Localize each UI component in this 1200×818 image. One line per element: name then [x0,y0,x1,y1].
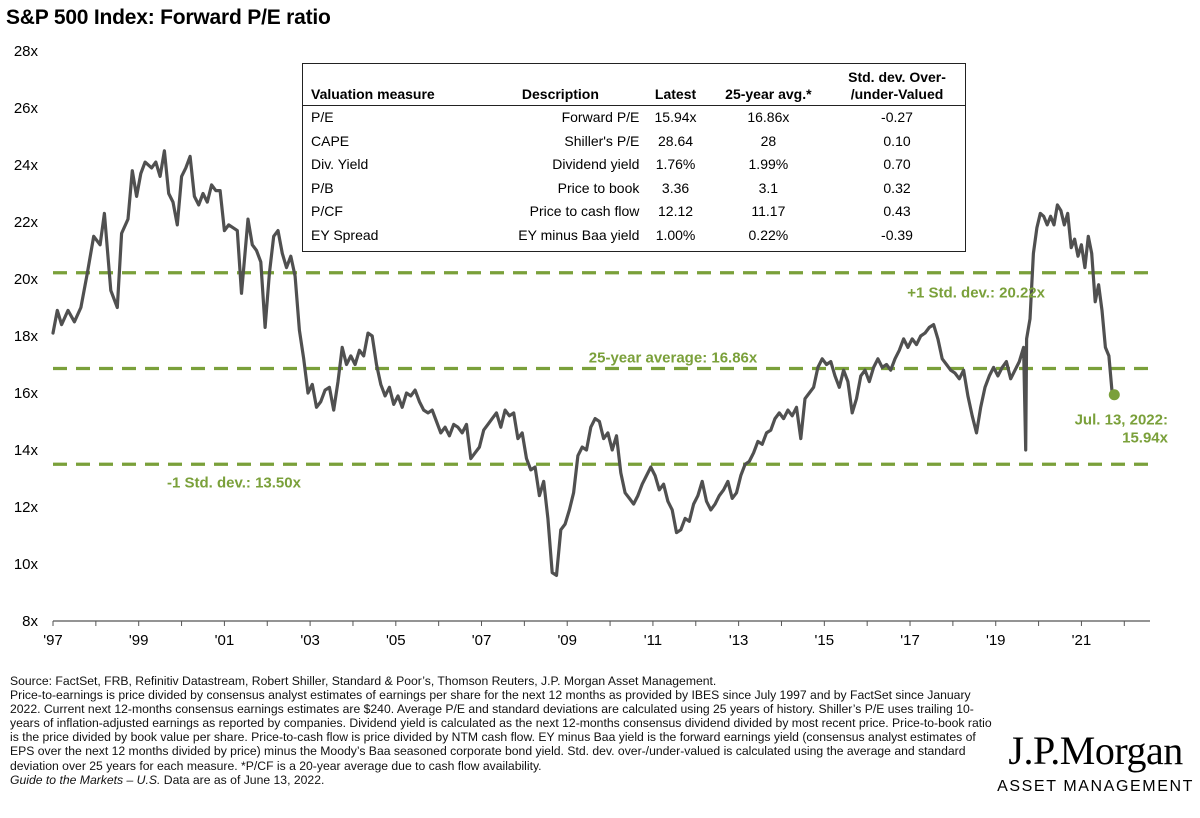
table-row: Div. Yield Dividend yield 1.76% 1.99% 0.… [303,153,965,177]
header-std-dev-line1: Std. dev. Over- [848,69,946,85]
x-tick-label: '07 [472,632,492,649]
table-row: EY Spread EY minus Baa yield 1.00% 0.22%… [303,224,965,248]
table-row: P/CF Price to cash flow 12.12 11.17 0.43 [303,200,965,224]
y-tick-label: 18x [14,328,39,345]
cell-avg: 1.99% [748,156,789,172]
reference-line-label: 25-year average: 16.86x [589,349,758,366]
cell-stddev: -0.39 [881,226,913,243]
chart-title: S&P 500 Index: Forward P/E ratio [6,6,331,29]
header-std-dev: Std. dev. Over- /under-Valued [829,67,965,106]
source-note: Source: FactSet, FRB, Refinitiv Datastre… [10,674,717,688]
series-layer [51,149,1114,577]
x-tick-label: '15 [815,632,835,649]
y-tick-label: 14x [14,442,39,459]
y-tick-label: 26x [14,100,39,117]
x-tick-label: '99 [129,632,149,649]
header-25yr-avg: 25-year avg.* [707,67,830,106]
x-tick-label: '13 [729,632,749,649]
valuation-table: Valuation measure Description Latest 25-… [302,63,966,252]
guide-title: Guide to the Markets – U.S. [10,772,161,787]
cell-stddev: -0.27 [881,109,913,125]
cell-latest: 15.94x [654,109,697,125]
latest-point-label: Jul. 13, 2022: [1075,412,1168,429]
cell-measure: Div. Yield [311,156,369,172]
y-tick-label: 12x [14,499,39,516]
cell-avg: 0.22% [748,226,789,243]
header-std-dev-line2: /under-Valued [850,86,944,102]
y-tick-label: 24x [14,157,39,174]
header-valuation-measure: Valuation measure [303,67,478,106]
table-header-row: Valuation measure Description Latest 25-… [303,67,965,106]
x-tick-label: '11 [644,632,662,649]
cell-avg: 28 [760,132,777,149]
y-axis: 8x 10x 12x 14x 16x 18x 20x 22x 24x 26x 28x [14,43,39,630]
pe-series-line [51,149,1114,577]
table-row: P/E Forward P/E 15.94x 16.86x -0.27 [303,106,965,130]
cell-avg: 3.1 [758,179,779,196]
x-tick-label: '09 [557,632,577,649]
x-tick-label: '97 [43,632,63,649]
x-tick-label: '19 [986,632,1006,649]
annotations: +1 Std. dev.: 20.22x 25-year average: 16.… [167,285,1169,492]
x-tick-label: '03 [300,632,320,649]
cell-latest: 1.00% [655,226,696,243]
header-description: Description [477,67,644,106]
cell-description: EY minus Baa yield [518,226,640,243]
header-latest: Latest [643,67,708,106]
latest-point-marker [1108,389,1120,401]
reference-line-label: -1 Std. dev.: 13.50x [167,474,302,491]
brand-name: J.P.Morgan [1008,728,1183,773]
y-tick-label: 28x [14,43,39,60]
cell-description: Shiller's P/E [564,132,640,149]
latest-point-value: 15.94x [1122,430,1169,447]
x-tick-label: '01 [215,632,235,649]
reference-line-label: +1 Std. dev.: 20.22x [907,285,1045,302]
y-tick-label: 20x [14,271,39,288]
y-tick-label: 10x [14,556,39,573]
cell-description: Price to book [557,179,640,196]
y-tick-label: 8x [22,613,38,630]
y-tick-label: 16x [14,385,39,402]
cell-latest: 12.12 [658,203,694,219]
jpmorgan-logo: J.P.Morgan ASSET MANAGEMENT [997,730,1194,796]
cell-measure: P/E [311,109,334,125]
cell-description: Dividend yield [552,156,640,172]
table-row: CAPE Shiller's P/E 28.64 28 0.10 [303,130,965,154]
methodology-note: Price-to-earnings is price divided by co… [10,688,992,773]
cell-latest: 28.64 [658,132,694,149]
cell-measure: EY Spread [311,226,379,243]
data-as-of: Data are as of June 13, 2022. [160,772,325,787]
brand-subtitle: ASSET MANAGEMENT [997,778,1194,795]
y-tick-label: 22x [14,214,39,231]
cell-description: Forward P/E [561,109,640,125]
guide-note: Guide to the Markets – U.S. Data are as … [10,773,1000,787]
x-tick-label: '17 [900,632,920,649]
footnotes: Source: FactSet, FRB, Refinitiv Datastre… [10,674,1000,787]
cell-latest: 3.36 [661,179,690,196]
x-tick-label: '21 [1072,632,1092,649]
cell-avg: 16.86x [747,109,790,125]
table-row: P/B Price to book 3.36 3.1 0.32 [303,177,965,201]
x-tick-label: '05 [386,632,406,649]
cell-measure: P/B [311,179,334,196]
cell-measure: CAPE [311,132,350,149]
cell-stddev: 0.10 [883,132,911,149]
cell-latest: 1.76% [655,156,696,172]
cell-stddev: 0.32 [883,179,911,196]
cell-description: Price to cash flow [529,203,640,219]
x-axis: '97 '99 '01 '03 '05 '07 '09 '11 '13 '15 '17 '19 '21 [43,620,1150,649]
cell-stddev: 0.43 [883,203,911,219]
cell-avg: 11.17 [751,203,786,219]
cell-stddev: 0.70 [883,156,911,172]
cell-measure: P/CF [311,203,343,219]
